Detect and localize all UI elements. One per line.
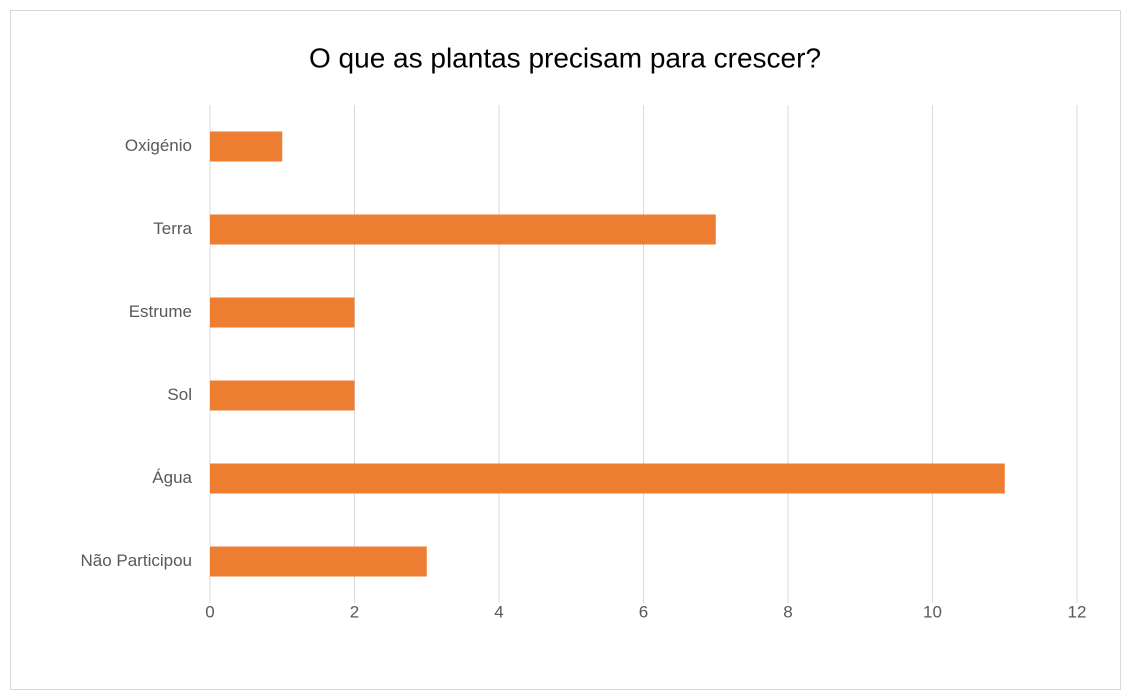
- chart-title: O que as plantas precisam para crescer?: [309, 42, 821, 73]
- chart-border: [10, 10, 1121, 690]
- y-tick-label: Não Participou: [80, 551, 192, 570]
- y-tick-label: Sol: [167, 385, 192, 404]
- bar: [210, 297, 355, 328]
- y-tick-label: Água: [152, 468, 192, 487]
- bar: [210, 214, 716, 245]
- x-tick-label: 2: [350, 602, 359, 621]
- y-tick-label: Estrume: [129, 302, 192, 321]
- x-tick-label: 0: [205, 602, 214, 621]
- bar: [210, 463, 1005, 494]
- bar: [210, 131, 283, 162]
- x-tick-label: 4: [494, 602, 503, 621]
- x-tick-label: 8: [783, 602, 792, 621]
- x-tick-label: 12: [1068, 602, 1087, 621]
- bar: [210, 380, 355, 411]
- y-tick-label: Oxigénio: [125, 136, 192, 155]
- x-tick-label: 10: [923, 602, 942, 621]
- bar: [210, 546, 427, 577]
- x-tick-label: 6: [639, 602, 648, 621]
- y-tick-label: Terra: [153, 219, 192, 238]
